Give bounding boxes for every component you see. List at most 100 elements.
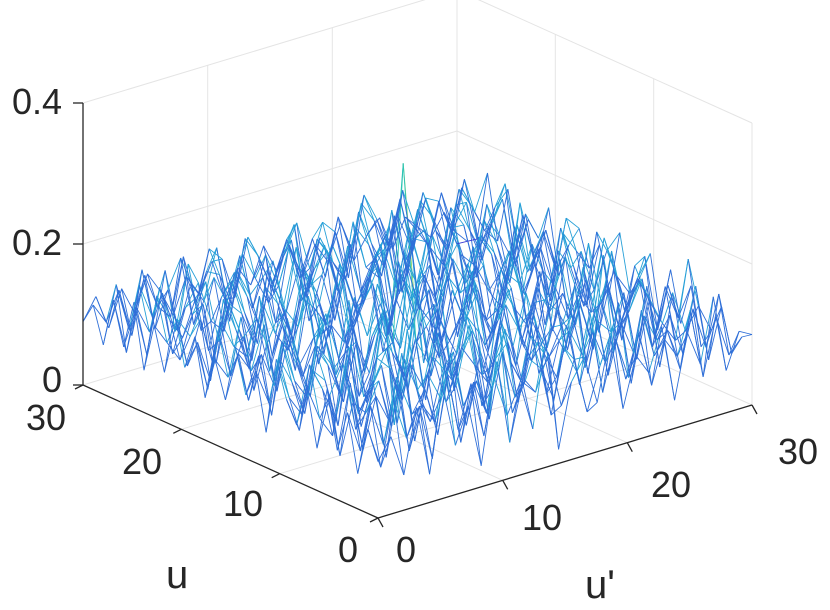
mesh-edge [404,209,419,263]
mesh-edge [471,330,486,405]
mesh-edge [386,348,401,401]
mesh-edge [496,361,511,443]
mesh-edge [351,298,366,332]
mesh-edge [200,320,212,331]
mesh-edge [488,351,503,420]
mesh-edge [379,217,393,250]
mesh-edge [441,290,453,343]
mesh-edge [483,219,498,245]
mesh-edge [147,273,161,292]
mesh-edge [211,258,223,262]
mesh-edge [396,214,411,246]
mesh-edge [180,257,195,325]
mesh-edge [340,222,355,262]
mesh-edge [421,235,433,274]
mesh-edge [417,227,429,247]
mesh-edge [377,266,392,327]
mesh-edge [689,310,704,377]
mesh-edge [299,338,314,365]
mesh-edge [555,218,567,270]
u-prime-axis-line [377,404,753,519]
mesh-edge [639,253,651,278]
mesh-edge [563,347,575,360]
grid-line [456,130,753,265]
mesh-edge [260,261,275,293]
mesh-edge [535,325,547,394]
mesh-edge [659,292,674,368]
mesh-edge [169,319,181,361]
mesh-edge [644,256,659,330]
mesh-edge [228,303,243,315]
mesh-edge [274,332,289,351]
u-prime-tick-label-0: 0 [396,529,416,570]
mesh-edge [460,382,475,443]
mesh-edge [455,325,470,386]
mesh-edge [588,243,602,303]
mesh-edge [364,266,379,299]
mesh-edge [637,278,648,298]
mesh-edge [445,241,459,268]
mesh-edge [337,344,352,426]
mesh-edge [531,343,543,361]
mesh-edge [234,237,249,298]
mesh-edge [620,322,632,384]
mesh-edge [568,330,581,385]
mesh-edge [296,365,311,397]
mesh-edge [378,328,391,369]
mesh-edge [376,357,390,369]
mesh-edge [542,231,557,271]
mesh-edge [351,319,366,373]
mesh-edge [290,239,305,300]
mesh-edge [685,286,697,332]
mesh-edge [539,247,552,302]
mesh-edge [715,316,730,356]
grid-line [82,0,426,104]
u-tick-mark [74,384,84,390]
u-axis-line [82,384,379,519]
mesh-edge [419,402,431,422]
mesh-edge [590,302,602,313]
mesh-edge [608,287,623,341]
mesh-edge [391,352,406,378]
mesh-edge [244,238,256,279]
mesh-edge [494,341,509,361]
mesh-edge [616,276,628,310]
mesh-edge [438,201,450,249]
mesh-edge [674,330,686,341]
mesh-edge [551,327,566,352]
mesh-edge [552,293,564,332]
mesh-edge [224,296,236,301]
mesh-edge [179,336,191,361]
z-tick-label-2: 0.4 [12,81,62,122]
mesh-edge [405,216,416,229]
mesh-edge [596,335,611,403]
mesh-edge [580,251,592,313]
u-prime-axis-ticks: 0 10 20 30 [396,431,818,570]
mesh-edge [382,377,397,445]
mesh-edge [362,383,374,450]
mesh-edge [372,283,387,337]
mesh-edge [432,356,447,403]
mesh-edge [505,304,517,366]
mesh-edge [692,308,707,348]
mesh-edge [376,219,391,251]
mesh-edge [502,306,517,366]
mesh-edge [311,369,326,381]
mesh-edge [260,354,275,386]
mesh-edge [189,319,201,337]
mesh-edge [664,286,676,341]
mesh-edge [453,179,465,232]
mesh-edge [185,276,197,303]
mesh-edge [643,315,655,356]
mesh-edge [154,270,166,330]
mesh-edge [345,368,359,415]
mesh-edge [290,296,302,335]
mesh-edge [415,326,427,344]
mesh-edge [677,259,689,318]
u-prime-axis-label: u' [585,563,615,607]
mesh-edge [289,330,304,377]
mesh-edge [294,380,308,399]
mesh-edge [528,312,540,374]
mesh-edge [483,219,495,253]
mesh-edge [301,238,313,277]
